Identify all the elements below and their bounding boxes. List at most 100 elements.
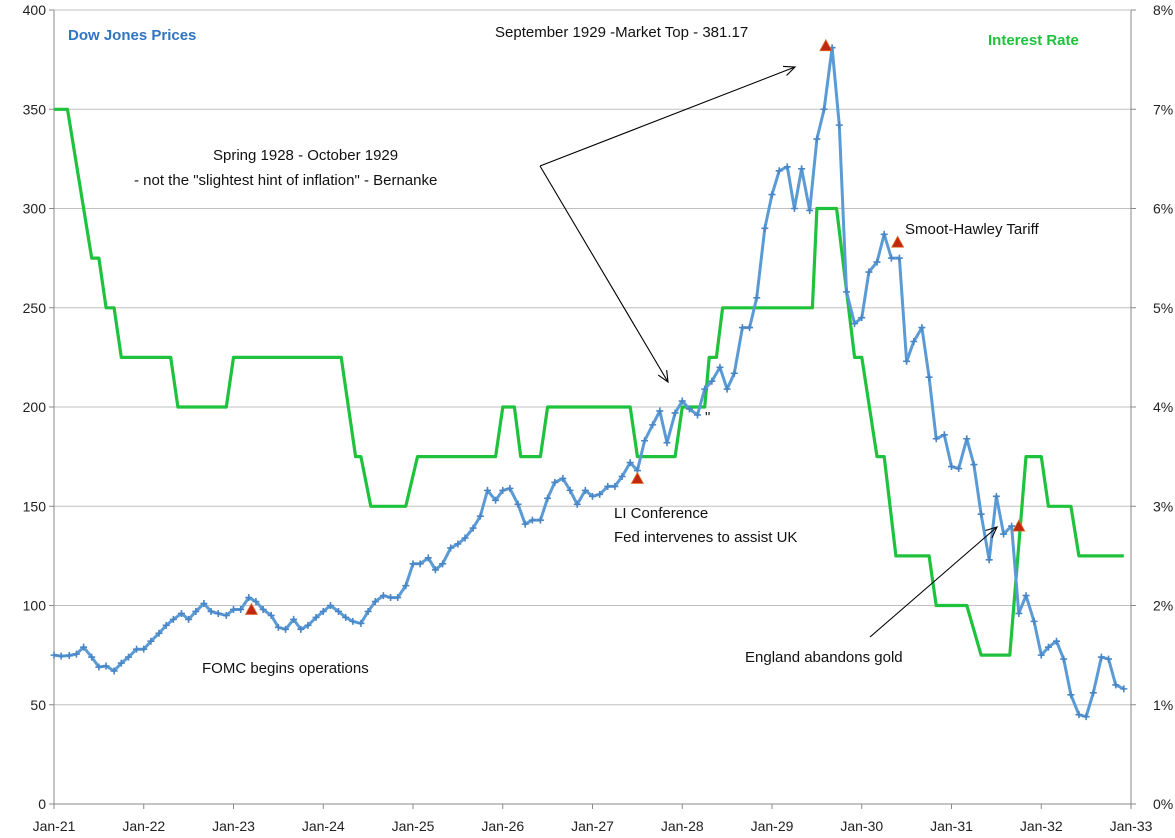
left-tick-label: 250 <box>23 300 47 316</box>
right-tick-label: 1% <box>1153 697 1173 713</box>
dow-data-point <box>1044 643 1052 651</box>
left-tick-label: 200 <box>23 399 47 415</box>
dow-data-point <box>140 645 148 653</box>
dow-data-point <box>147 637 155 645</box>
dow-data-point <box>506 484 514 492</box>
dow-data-point <box>371 598 379 606</box>
dow-data-point <box>865 268 873 276</box>
right-tick-label: 4% <box>1153 399 1173 415</box>
dow-data-point <box>349 617 357 625</box>
dow-data-point <box>1082 713 1090 721</box>
dow-data-point <box>319 607 327 615</box>
dow-data-point <box>948 463 955 471</box>
dow-data-point <box>439 560 447 568</box>
dow-data-point <box>551 478 559 486</box>
dow-data-point <box>237 605 245 613</box>
dow-data-point <box>214 609 222 617</box>
dow-data-point <box>873 258 881 266</box>
x-tick-label: Jan-31 <box>930 818 973 834</box>
dow-data-point <box>192 607 200 615</box>
annotation-spring-line2: - not the "slightest hint of inflation" … <box>134 172 437 189</box>
dow-data-point <box>110 667 118 675</box>
dow-data-point <box>903 357 911 365</box>
dow-data-point <box>798 165 806 173</box>
dow-data-point <box>641 437 649 445</box>
right-tick-label: 5% <box>1153 300 1173 316</box>
arrow-to-market-top <box>539 66 796 167</box>
dow-data-point <box>409 560 417 568</box>
dow-data-point <box>1075 711 1083 719</box>
annotation-fed-intervenes: Fed intervenes to assist UK <box>614 529 797 546</box>
dow-data-point <box>768 191 776 199</box>
dow-data-point <box>656 407 664 415</box>
dow-data-point <box>521 520 529 528</box>
dow-data-point <box>536 516 544 524</box>
x-tick-label: Jan-30 <box>840 818 883 834</box>
dow-data-point <box>483 486 491 494</box>
dow-data-point <box>274 623 282 631</box>
dow-data-point <box>88 653 96 661</box>
event-marker-triangle <box>890 235 905 248</box>
annotation-market-top: September 1929 -Market Top - 381.17 <box>495 24 748 41</box>
dow-data-point <box>963 435 971 443</box>
dow-data-point <box>716 363 724 371</box>
dow-data-point <box>618 472 626 480</box>
event-marker-triangle <box>244 602 259 615</box>
left-tick-label: 0 <box>38 796 46 812</box>
dow-data-point <box>1067 691 1075 699</box>
dow-data-point <box>1037 651 1045 659</box>
x-tick-label: Jan-22 <box>122 818 165 834</box>
dow-data-point <box>177 609 185 617</box>
dow-data-point <box>326 602 334 609</box>
dow-data-point <box>940 431 948 439</box>
event-marker-triangle <box>630 471 645 484</box>
interest-rate-line <box>54 107 1124 657</box>
event-marker-triangle <box>1012 519 1026 532</box>
dow-data-point <box>820 105 828 113</box>
left-tick-label: 400 <box>23 2 47 18</box>
x-tick-label: Jan-27 <box>571 818 614 834</box>
x-tick-label: Jan-28 <box>661 818 704 834</box>
dow-data-point <box>169 615 177 623</box>
dow-data-point <box>1089 689 1097 697</box>
dow-data-point <box>835 121 843 129</box>
dow-data-point <box>581 486 589 494</box>
dow-data-point <box>304 621 312 629</box>
dow-data-point <box>312 613 320 621</box>
dow-data-point <box>1022 592 1030 600</box>
dow-data-point <box>694 411 702 419</box>
dow-data-point <box>252 598 260 606</box>
interest-rate-series <box>54 107 1124 657</box>
x-tick-label: Jan-33 <box>1110 818 1153 834</box>
dow-data-point <box>1015 609 1023 617</box>
dow-data-point <box>589 492 596 500</box>
x-tick-label: Jan-21 <box>33 818 76 834</box>
x-tick-label: Jan-25 <box>392 818 435 834</box>
dow-data-point <box>297 625 305 633</box>
dow-data-point <box>207 607 215 615</box>
dow-data-point <box>887 254 895 262</box>
dow-data-point <box>402 582 410 590</box>
dow-data-point <box>124 653 132 661</box>
dow-data-point <box>290 615 298 623</box>
annotation-li-conference: LI Conference <box>614 505 708 522</box>
dow-data-point <box>1112 681 1120 689</box>
dow-data-point <box>678 397 686 405</box>
dow-data-point <box>1105 655 1113 663</box>
arrow-to-england-gold-head <box>985 526 999 539</box>
gridlines <box>54 108 1131 706</box>
dow-data-point <box>663 439 671 447</box>
dow-data-point <box>649 421 657 429</box>
dow-data-point <box>185 615 193 623</box>
dow-data-point <box>335 607 343 615</box>
dow-jones-line <box>53 46 1125 719</box>
dow-data-point <box>200 600 208 608</box>
dow-data-point <box>259 605 267 613</box>
dow-data-point <box>738 324 746 332</box>
legend-dow-jones: Dow Jones Prices <box>68 27 196 44</box>
annotation-england-gold: England abandons gold <box>745 649 903 666</box>
dow-data-point <box>222 611 230 619</box>
annotation-arrows <box>539 65 999 638</box>
